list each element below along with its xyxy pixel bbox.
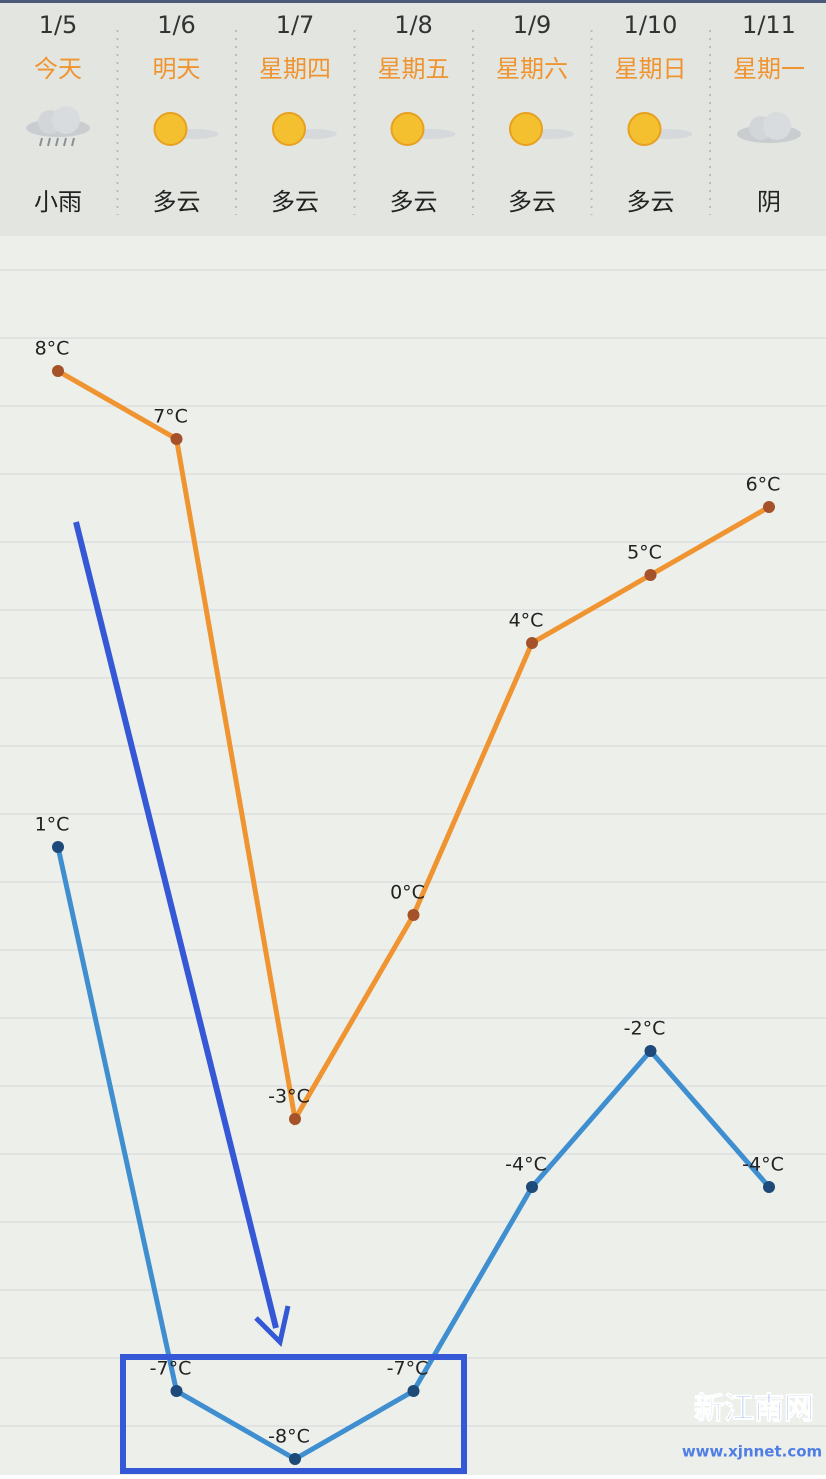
cloud <box>52 106 80 134</box>
top-border <box>0 0 826 3</box>
weather: 小雨 <box>34 188 82 216</box>
sun <box>509 112 543 146</box>
temperature-point <box>289 1113 301 1125</box>
background-lines <box>0 269 826 1427</box>
day: 星期六 <box>496 55 568 83</box>
annotation-arrowhead <box>254 1305 291 1347</box>
rain-drop <box>63 137 67 147</box>
sun <box>390 112 425 146</box>
day: 星期五 <box>378 55 450 83</box>
rain-drop <box>47 137 51 147</box>
weather: 多云 <box>271 188 319 216</box>
annotation-box <box>120 1354 467 1474</box>
temperature-label: -7°C <box>150 1358 192 1380</box>
temperature-label: -2°C <box>624 1018 666 1040</box>
date: 1/7 <box>276 11 315 39</box>
weather: 多云 <box>153 188 201 216</box>
day: 星期日 <box>615 55 687 83</box>
weather: 多云 <box>508 188 556 216</box>
weather: 多云 <box>627 188 675 216</box>
day: 星期一 <box>733 55 805 83</box>
weather: 阴 <box>757 188 781 216</box>
date: 1/9 <box>513 11 552 39</box>
temperature-label: 8°C <box>35 338 70 360</box>
rain-drop <box>39 137 43 147</box>
cloud <box>763 112 791 140</box>
annotation-arrow <box>73 521 279 1329</box>
date: 1/11 <box>742 11 796 39</box>
temperature-point <box>644 1045 657 1057</box>
date: 1/10 <box>624 11 678 39</box>
temperature-chart: 8°C 7°C -3°C 0°C 4°C 5°C 6°C 1°C -7°C -8°C -7°C -4°… <box>35 338 784 1465</box>
temperature-label: -7°C <box>387 1358 429 1380</box>
temperature-label: 0°C <box>390 882 425 904</box>
sun <box>153 112 188 146</box>
temperature-point <box>407 909 420 921</box>
watermark-name: 新江南网 <box>694 1392 814 1427</box>
temperature-point <box>52 365 64 377</box>
temperature-point <box>763 1181 775 1193</box>
date: 1/6 <box>157 11 196 39</box>
temperature-point <box>170 1385 183 1397</box>
sun <box>272 112 306 146</box>
date: 1/8 <box>394 11 433 39</box>
temperature-point <box>526 1181 538 1193</box>
temperature-label: 1°C <box>35 814 70 836</box>
rain-drop <box>71 137 75 147</box>
temperature-point <box>170 433 183 445</box>
rain-drop <box>55 137 59 147</box>
day: 星期四 <box>259 55 331 83</box>
weather: 多云 <box>390 188 438 216</box>
watermark-url: www.xjnnet.com <box>682 1443 822 1461</box>
temperature-point <box>763 501 775 513</box>
temperature-point <box>526 637 538 649</box>
temperature-point <box>407 1385 420 1397</box>
temperature-label: 5°C <box>627 542 662 564</box>
temperature-label: -3°C <box>268 1086 310 1108</box>
temperature-label: -4°C <box>742 1154 784 1176</box>
temperature-label: 4°C <box>509 610 544 632</box>
day: 明天 <box>153 55 201 83</box>
temperature-point <box>289 1453 301 1465</box>
temperature-label: -8°C <box>268 1426 310 1448</box>
date: 1/5 <box>39 11 78 39</box>
temperature-label: 6°C <box>746 474 781 496</box>
temperature-point <box>644 569 657 581</box>
day: 今天 <box>34 55 82 83</box>
temperature-label: 7°C <box>153 406 188 428</box>
temperature-point <box>52 841 64 853</box>
temperature-label: -4°C <box>505 1154 547 1176</box>
sun <box>627 112 662 146</box>
